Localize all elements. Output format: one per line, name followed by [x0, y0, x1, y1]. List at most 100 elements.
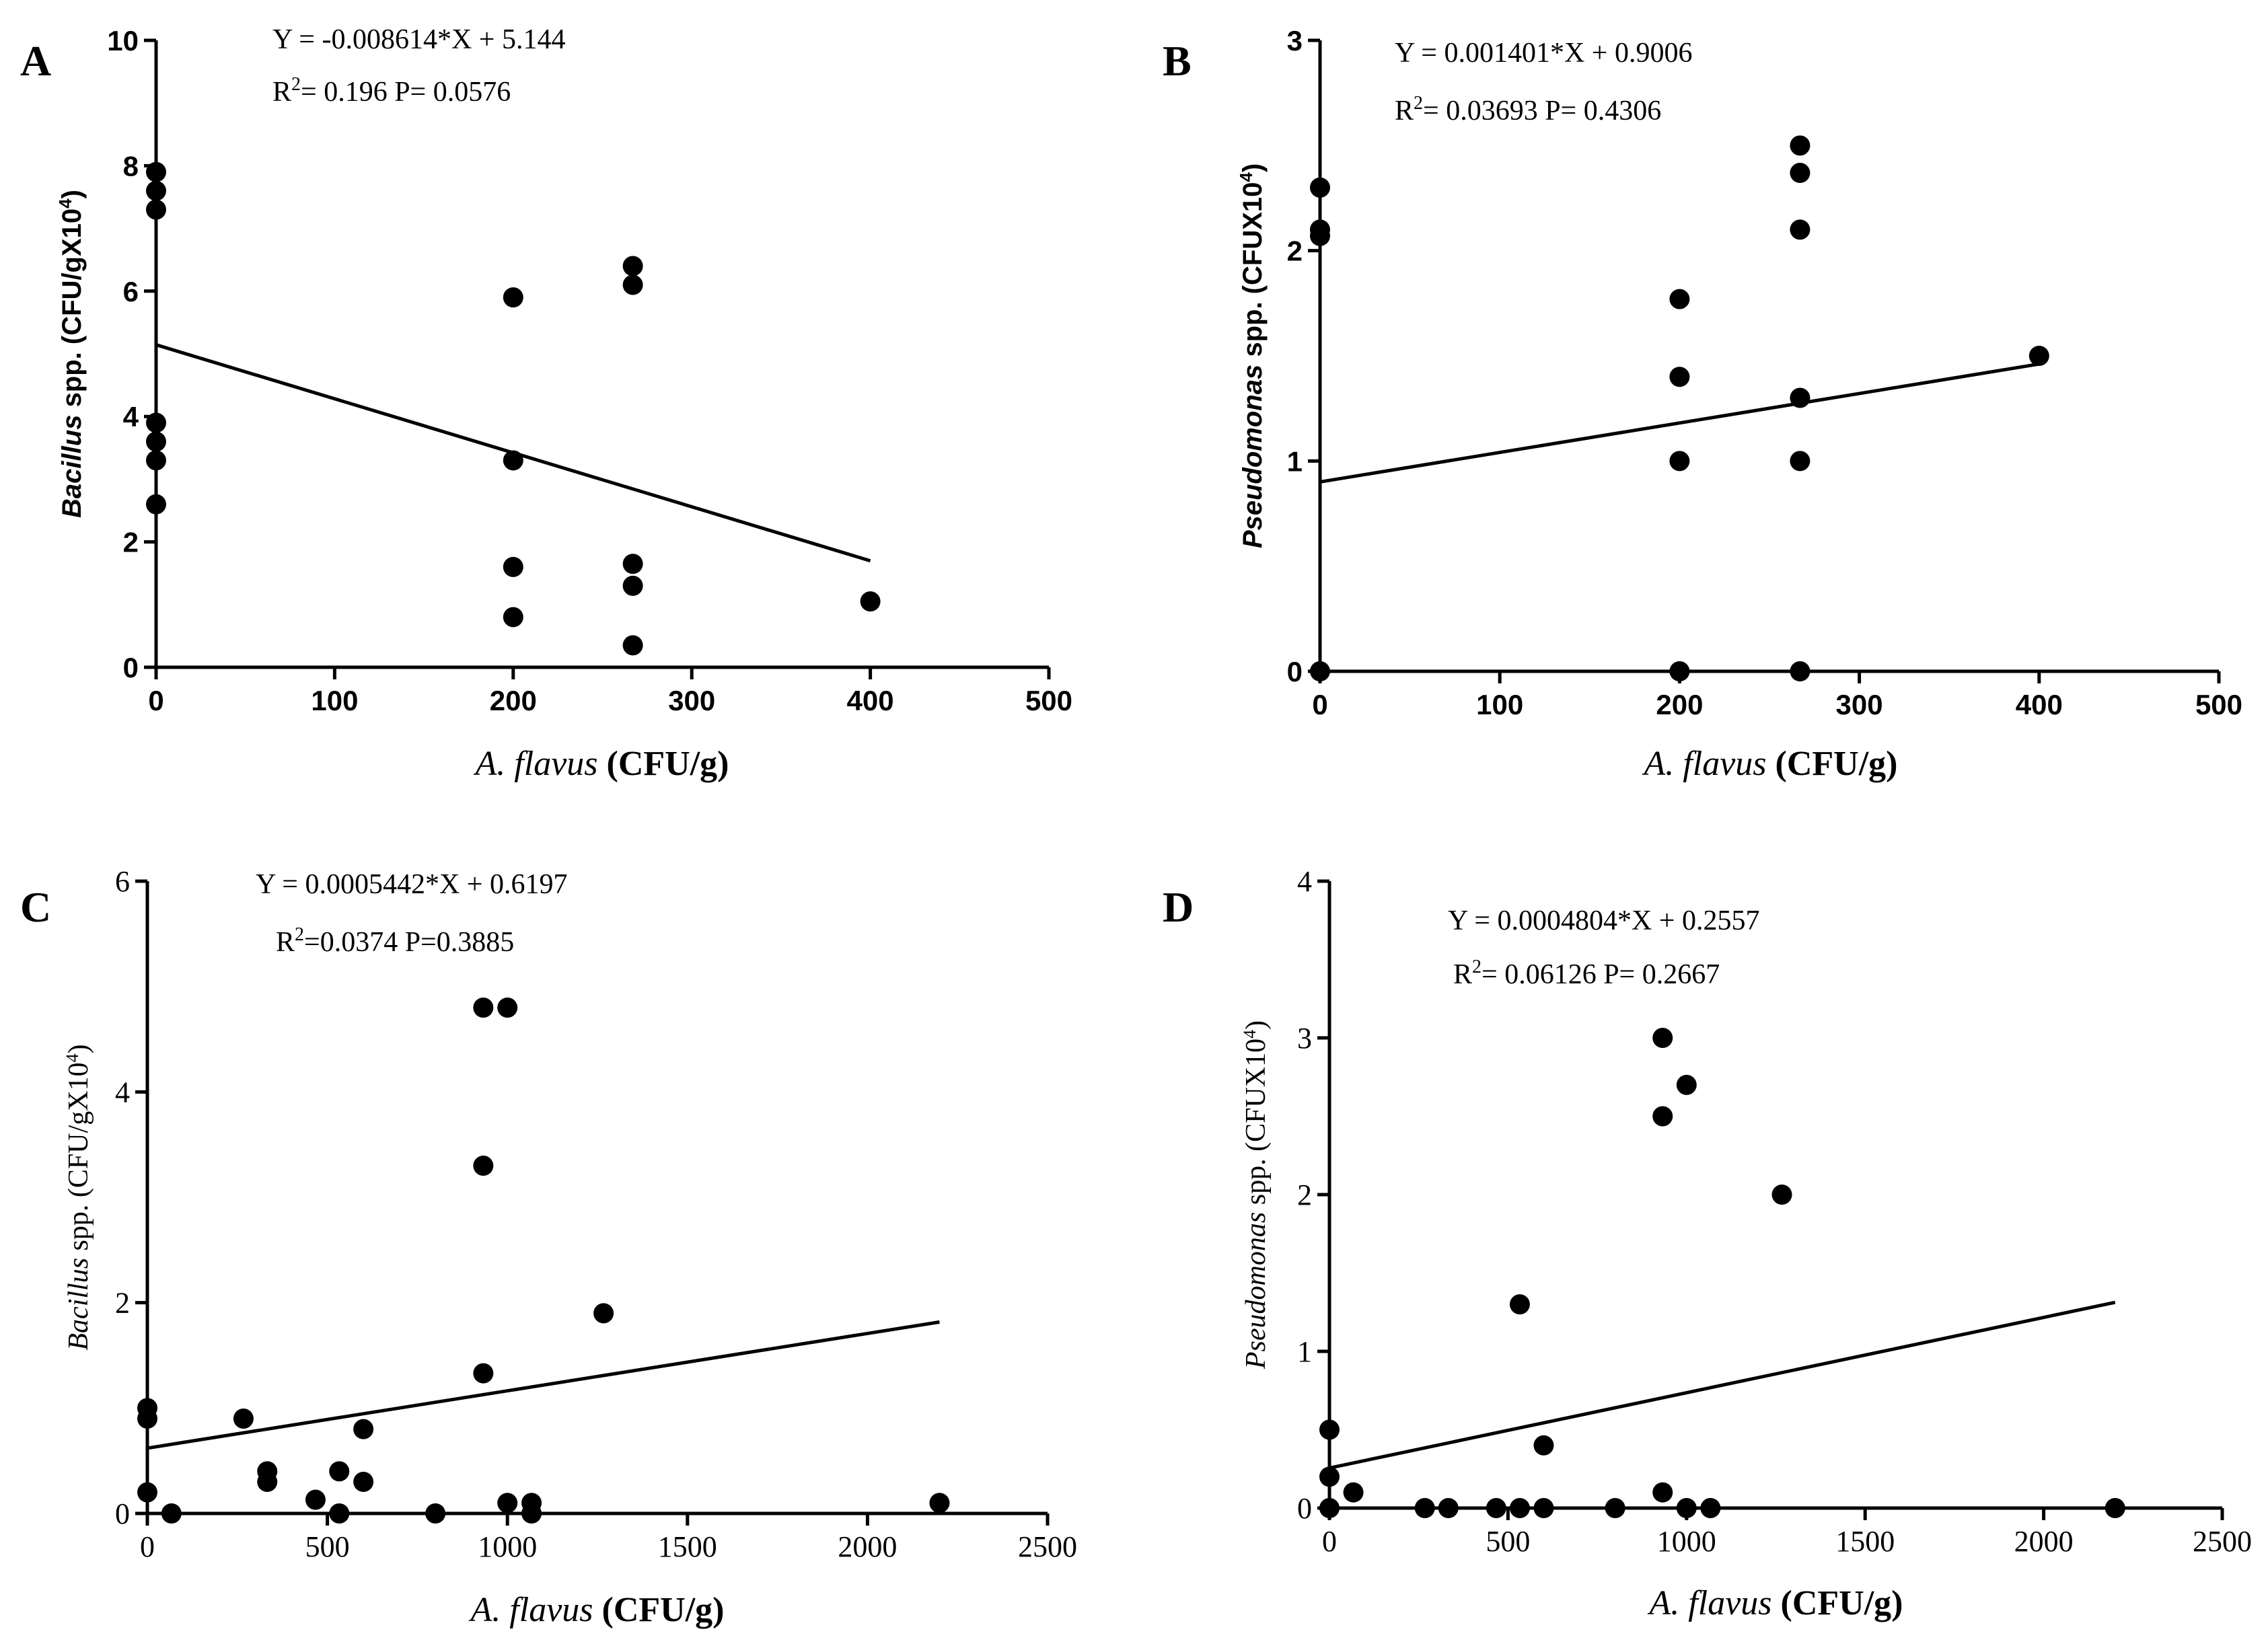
panel-b: B 0 1 2 3 0 100 200 300 400 500 Y = 0.001401*X + 0.… — [1163, 25, 2242, 783]
panel-d-data-point — [1533, 1435, 1554, 1456]
panel-d-x-axis-title: A. flavus (CFU/g) — [1648, 1584, 1903, 1622]
panel-a-ytick-label: 6 — [123, 276, 139, 307]
panel-c-data-point — [329, 1503, 350, 1524]
panel-d-xtick-label: 0 — [1322, 1525, 1337, 1558]
panel-c-xtick-label: 0 — [140, 1530, 155, 1563]
panel-b-data-point — [1310, 177, 1330, 198]
panel-b-xtick-label: 500 — [2195, 689, 2242, 720]
panel-b-data-point — [1669, 289, 1690, 309]
panel-b-ytick-label: 1 — [1287, 445, 1303, 477]
panel-c-ytick-label: 0 — [115, 1497, 130, 1530]
panel-c-data-point — [353, 1472, 374, 1492]
panel-b-ytick-label: 3 — [1287, 25, 1303, 57]
panel-b-xtick-label: 0 — [1312, 689, 1327, 720]
panel-b-data-point — [1790, 162, 1810, 183]
panel-b-data-point — [1669, 367, 1690, 387]
panel-c-data-point — [473, 1363, 494, 1384]
panel-c-data-point — [593, 1303, 614, 1324]
panel-d-ytick-label: 4 — [1297, 865, 1312, 898]
panel-c-data-point — [161, 1503, 182, 1524]
panel-b-data-point — [1310, 661, 1330, 681]
panel-c-equation: Y = 0.0005442*X + 0.6197 — [256, 869, 567, 900]
panel-c-data-point — [305, 1489, 326, 1510]
panel-d-data-point — [1676, 1498, 1697, 1518]
panel-d-data-point — [1319, 1498, 1340, 1518]
panel-c-data-point — [257, 1472, 278, 1492]
panel-a-xtick-label: 400 — [847, 685, 894, 716]
panel-a-data-point — [146, 161, 166, 182]
panel-b-data-point — [1790, 219, 1810, 240]
panel-c-xtick-label: 2500 — [1018, 1530, 1077, 1563]
panel-d-data-point — [1486, 1498, 1506, 1518]
panel-a-data-point — [860, 591, 881, 612]
panel-d-data-point — [1771, 1185, 1792, 1205]
panel-c-data-point — [929, 1493, 950, 1513]
panel-a-x-axis-title: A. flavus (CFU/g) — [474, 745, 729, 783]
panel-d-data-point — [1652, 1106, 1673, 1127]
panel-a-ytick-label: 4 — [123, 401, 139, 433]
panel-b-x-axis-title: A. flavus (CFU/g) — [1642, 745, 1898, 783]
panel-a-xtick-label: 300 — [668, 685, 715, 716]
panel-c-ytick-label: 4 — [115, 1076, 130, 1109]
panel-d-data-point — [1533, 1498, 1554, 1518]
panel-c-y-axis-title: Bacillus spp. (CFU/gX104) — [63, 1044, 94, 1350]
panel-d-ytick-label: 3 — [1297, 1022, 1312, 1055]
panel-d-equation: Y = 0.0004804*X + 0.2557 — [1448, 905, 1759, 936]
panel-a-data-point — [146, 199, 166, 220]
panel-c-data-point — [137, 1409, 157, 1429]
panel-d-data-point — [1509, 1498, 1530, 1518]
panel-c-data-point — [329, 1461, 350, 1482]
panel-c-data-point — [473, 998, 494, 1018]
panel-b-data-point — [1790, 135, 1810, 156]
panel-b-data-point — [1790, 387, 1810, 408]
panel-b-xtick-label: 200 — [1656, 689, 1703, 720]
panel-a-ytick-label: 8 — [123, 150, 139, 182]
panel-c-xtick-label: 1000 — [478, 1530, 537, 1563]
panel-a-stats: R2= 0.196 P= 0.0576 — [272, 74, 511, 108]
panel-c-stats: R2=0.0374 P=0.3885 — [276, 924, 514, 958]
panel-a-letter: A — [20, 37, 51, 85]
panel-a-xtick-label: 0 — [148, 685, 163, 716]
panel-c-data-point — [497, 998, 518, 1018]
panel-a-data-point — [146, 494, 166, 515]
panel-c-data-point — [137, 1482, 157, 1503]
panel-a-xtick-label: 200 — [490, 685, 537, 716]
panel-c-x-axis-title: A. flavus (CFU/g) — [469, 1591, 725, 1629]
panel-a-ytick-label: 2 — [123, 527, 139, 558]
panel-d-xtick-label: 2000 — [2014, 1525, 2074, 1558]
panel-c-data-point — [497, 1493, 518, 1513]
panel-c-data-point — [521, 1503, 542, 1524]
panel-d-xtick-label: 1500 — [1835, 1525, 1895, 1558]
panel-d-data-point — [1652, 1482, 1673, 1503]
panel-d-xtick-label: 2500 — [2193, 1525, 2252, 1558]
panel-d-stats: R2= 0.06126 P= 0.2667 — [1453, 957, 1720, 990]
panel-a-data-point — [503, 287, 523, 308]
panel-b-ytick-label: 2 — [1287, 235, 1303, 267]
panel-c-letter: C — [20, 883, 51, 931]
panel-d: D 0 1 2 3 4 0 500 1000 1500 2000 2500 Y = 0.0004804*… — [1163, 865, 2252, 1622]
panel-b-data-point — [1669, 451, 1690, 472]
panel-a-data-point — [622, 635, 643, 656]
panel-c-data-point — [353, 1419, 374, 1439]
panel-c-xtick-label: 2000 — [838, 1530, 897, 1563]
panel-d-xtick-label: 500 — [1486, 1525, 1530, 1558]
panel-d-data-point — [1605, 1498, 1625, 1518]
panel-a-ytick-label: 10 — [107, 25, 139, 57]
panel-a-data-point — [503, 607, 523, 628]
panel-b-equation: Y = 0.001401*X + 0.9006 — [1395, 38, 1692, 69]
panel-b-y-axis-title: Pseudomonas spp. (CFUX104) — [1236, 163, 1268, 548]
panel-a-equation: Y = -0.008614*X + 5.144 — [272, 24, 565, 55]
panel-a-data-point — [622, 575, 643, 596]
panel-b-data-point — [1669, 661, 1690, 681]
panel-a-data-point — [146, 412, 166, 433]
panel-d-y-axis-title: Pseudomonas spp. (CFUX104) — [1240, 1020, 1272, 1370]
panel-b-regression-line — [1319, 362, 2040, 484]
panel-b-xtick-label: 300 — [1836, 689, 1883, 720]
panel-a-data-point — [503, 556, 523, 577]
panel-b-ytick-label: 0 — [1287, 656, 1303, 687]
panel-c-regression-line — [147, 1320, 940, 1450]
panel-d-data-point — [1343, 1482, 1364, 1503]
panel-b-letter: B — [1163, 37, 1192, 85]
